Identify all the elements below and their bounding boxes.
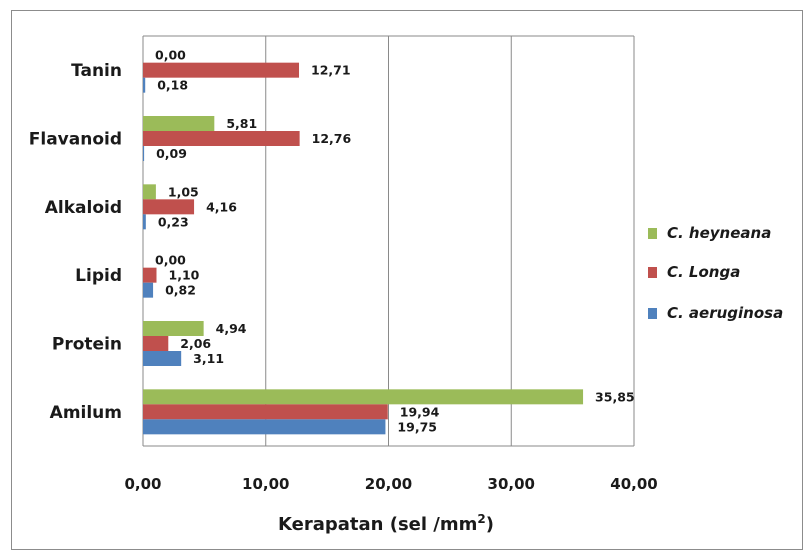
category-labels: Amilum Protein Lipid Alkaloid Flavanoid Tanin — [29, 61, 122, 423]
category-label: Tanin — [71, 61, 122, 81]
x-axis-title: Kerapatan (sel /mm2) — [278, 512, 494, 535]
data-label: 4,16 — [206, 199, 237, 214]
data-label: 0,00 — [155, 48, 186, 63]
legend-label: C. Longa — [667, 263, 740, 281]
data-label: 2,06 — [180, 336, 211, 351]
x-axis-title-sup: 2 — [477, 512, 485, 526]
data-label: 0,09 — [156, 146, 187, 161]
bars — [143, 62, 584, 435]
data-label: 5,81 — [226, 116, 257, 131]
x-tick-label: 10,00 — [242, 475, 289, 493]
bar — [143, 336, 169, 351]
bar — [143, 116, 215, 131]
data-label: 4,94 — [216, 321, 247, 336]
data-label: 19,94 — [400, 404, 440, 419]
data-label: 12,76 — [312, 131, 352, 146]
data-label: 19,75 — [397, 419, 437, 434]
data-label: 0,00 — [155, 253, 186, 268]
data-label: 0,23 — [158, 214, 189, 229]
bar — [143, 214, 146, 230]
data-label: 12,71 — [311, 63, 351, 78]
category-label: Amilum — [50, 403, 122, 423]
legend-swatch — [648, 267, 657, 278]
bar — [143, 199, 195, 215]
x-tick-label: 20,00 — [365, 475, 412, 493]
data-label: 0,18 — [157, 78, 188, 93]
category-label: Lipid — [75, 266, 122, 286]
x-tick-label: 40,00 — [610, 475, 657, 493]
bar — [143, 267, 157, 283]
bar — [143, 404, 388, 420]
legend-swatch — [648, 308, 657, 319]
x-tick-label: 0,00 — [124, 475, 161, 493]
data-label: 1,05 — [168, 184, 199, 199]
category-label: Alkaloid — [45, 198, 122, 218]
data-label: 3,11 — [193, 351, 224, 366]
gridlines — [142, 35, 635, 447]
x-tick-label: 30,00 — [488, 475, 535, 493]
bar — [143, 131, 300, 146]
bar — [143, 351, 182, 366]
legend: C. heyneana C. Longa C. aeruginosa — [648, 224, 783, 322]
legend-label: C. aeruginosa — [667, 304, 783, 322]
bar — [143, 419, 386, 435]
data-label: 35,85 — [595, 389, 635, 404]
data-labels: 35,8519,9419,754,942,063,110,001,100,821… — [155, 48, 635, 435]
legend-label: C. heyneana — [667, 224, 771, 242]
legend-swatch — [648, 228, 657, 239]
category-label: Protein — [52, 335, 122, 355]
x-axis-title-end: ) — [486, 514, 494, 535]
data-label: 0,82 — [165, 283, 196, 298]
bar — [143, 282, 154, 298]
bar — [143, 184, 156, 200]
bar — [143, 321, 204, 336]
category-label: Flavanoid — [29, 130, 122, 150]
bar — [143, 389, 584, 405]
bar — [143, 146, 145, 161]
x-tick-labels: 0,00 10,00 20,00 30,00 40,00 — [124, 475, 657, 493]
bar — [143, 62, 300, 78]
bar — [143, 77, 146, 93]
x-axis-title-main: Kerapatan (sel /mm — [278, 514, 477, 535]
data-label: 1,10 — [169, 268, 200, 283]
